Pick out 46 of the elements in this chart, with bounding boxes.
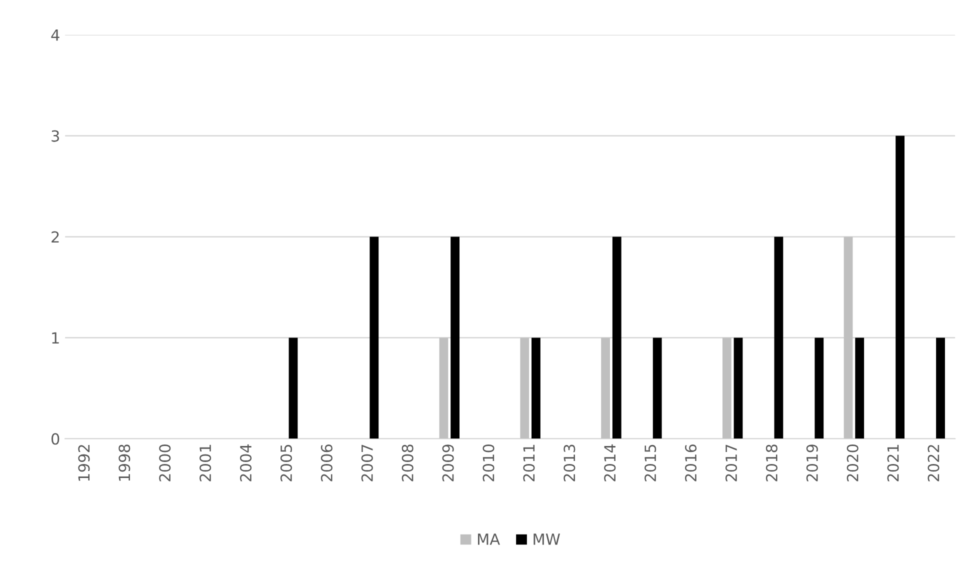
x-tick-label: 2013	[564, 444, 576, 482]
bar	[722, 338, 732, 439]
x-tick-label: 2006	[320, 444, 332, 482]
bar	[814, 338, 824, 439]
x-tick-label: 1992	[78, 445, 90, 481]
x-tick-label: 2018	[766, 444, 778, 482]
x-tick-label: 2009	[442, 444, 454, 482]
x-tick-label: 2017	[725, 444, 738, 482]
legend-label: MW	[534, 534, 560, 545]
x-tick-label: 2010	[482, 444, 494, 482]
x-tick-label: 2005	[280, 444, 292, 482]
bar	[844, 236, 853, 439]
bar	[370, 236, 379, 439]
y-tick-label: 2	[52, 231, 59, 243]
bar	[855, 338, 864, 439]
bar	[612, 236, 622, 439]
bar	[936, 338, 945, 439]
bar	[520, 338, 530, 439]
x-tick-label: 2007	[361, 444, 373, 482]
x-tick-label: 1998	[118, 444, 130, 481]
x-tick-label: 2000	[159, 444, 171, 482]
x-tick-label: 2011	[523, 444, 535, 482]
y-tick-label: 4	[51, 30, 60, 41]
bar	[652, 338, 662, 439]
bar	[601, 338, 610, 439]
legend-label: MA	[478, 534, 500, 545]
x-tick-label: 2020	[846, 444, 858, 482]
y-tick-label: 1	[52, 332, 59, 344]
x-tick-label: 2008	[402, 444, 414, 482]
bar	[734, 338, 743, 439]
x-tick-label: 2016	[685, 444, 697, 482]
x-tick-label: 2019	[806, 444, 818, 482]
y-tick-label: 3	[52, 130, 59, 142]
y-tick-label: 0	[52, 433, 60, 445]
x-tick-label: 2015	[644, 444, 656, 482]
bar	[774, 236, 784, 439]
x-tick-label: 2004	[240, 444, 252, 482]
x-tick-label: 2022	[928, 445, 940, 482]
x-tick-label: 2014	[604, 444, 616, 482]
bar	[450, 236, 460, 439]
bar	[288, 338, 298, 439]
bar	[896, 136, 905, 439]
x-tick-label: 2001	[200, 444, 212, 482]
bar	[439, 338, 448, 439]
bar	[532, 338, 540, 439]
x-tick-label: 2021	[887, 444, 899, 482]
